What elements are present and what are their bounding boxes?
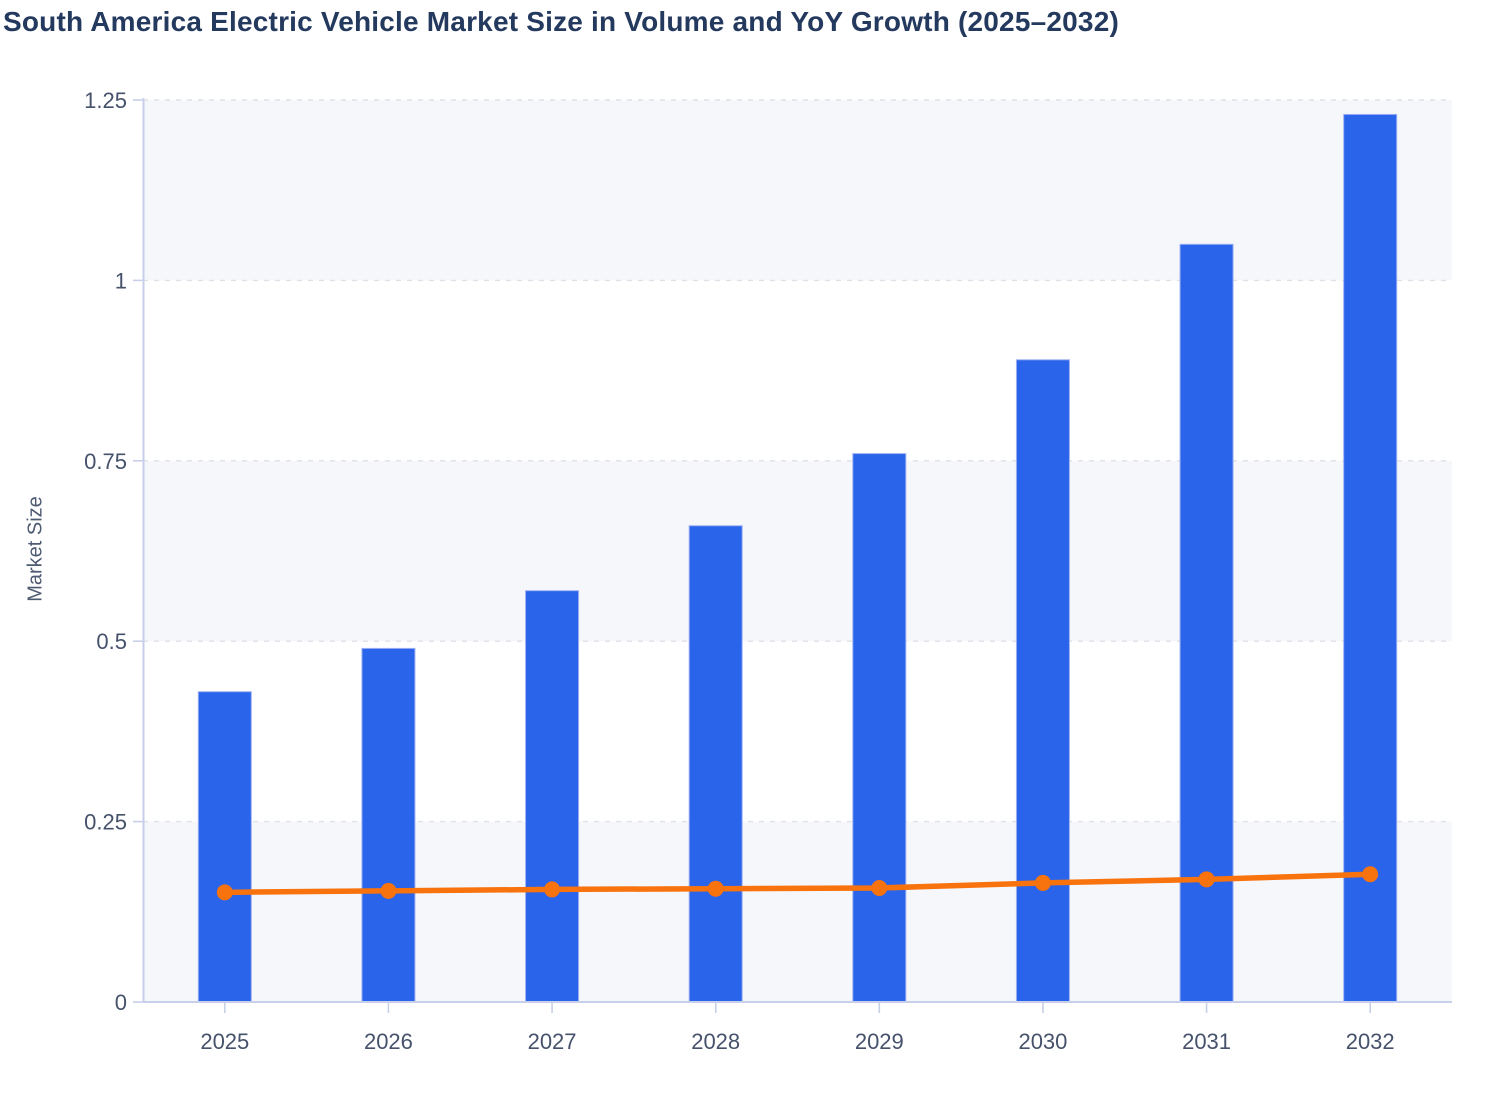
plot-band [143,280,1452,461]
x-tick-label-2025: 2025 [200,1029,249,1054]
plot-band [143,821,1452,1002]
y-tick-label-0: 0 [115,990,127,1015]
x-tick-label-2032: 2032 [1346,1029,1395,1054]
bar-2029 [852,453,907,1003]
line-point-2025 [216,884,233,901]
line-point-2029 [871,879,888,896]
y-tick-label-0.25: 0.25 [84,810,127,835]
line-point-2027 [544,881,561,898]
line-point-2032 [1362,866,1379,883]
bar-2028 [688,525,743,1003]
plot-band [143,460,1452,642]
x-tick-label-2030: 2030 [1018,1029,1067,1054]
chart-title: South America Electric Vehicle Market Si… [3,6,1119,37]
x-tick-label-2028: 2028 [691,1029,740,1054]
line-point-2031 [1198,871,1215,888]
y-tick-label-0.5: 0.5 [96,629,127,654]
plot-band [143,641,1452,822]
y-tick-label-0.75: 0.75 [84,449,127,474]
yoy-growth-line [222,871,1373,896]
line-point-2030 [1034,874,1051,891]
bar-2025 [197,691,252,1003]
line-point-2026 [380,882,397,899]
plot-band [143,100,1452,281]
bar-2032 [1343,113,1398,1003]
y-tick-label-1.25: 1.25 [84,88,127,113]
bar-2031 [1179,243,1234,1003]
bar-2026 [361,647,416,1003]
x-tick-label-2027: 2027 [528,1029,577,1054]
bar-2030 [1015,359,1070,1003]
x-tick-label-2031: 2031 [1182,1029,1231,1054]
x-tick-label-2026: 2026 [364,1029,413,1054]
bar-2027 [525,590,580,1003]
x-tick-label-2029: 2029 [855,1029,904,1054]
y-tick-label-1: 1 [115,268,127,293]
line-point-2028 [707,880,724,897]
